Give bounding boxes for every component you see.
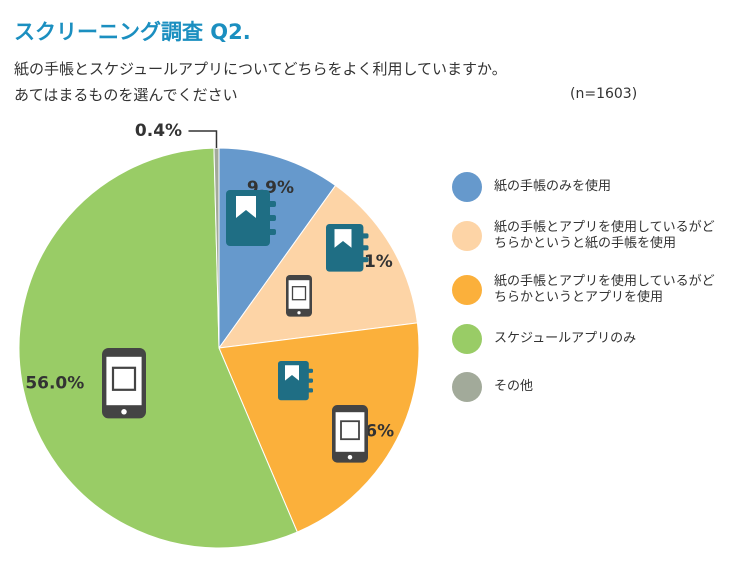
data-label: 0.4% (135, 121, 182, 141)
leader-line (188, 130, 218, 149)
legend-swatch (452, 372, 482, 402)
phone-calendar (291, 286, 307, 301)
phone-icon (286, 275, 312, 317)
phone-icon (102, 348, 146, 419)
phone-button (347, 454, 353, 460)
legend-label: スケジュールアプリのみ (494, 331, 637, 346)
phone-icon (332, 405, 368, 463)
phone-button (121, 409, 127, 415)
legend-item: 紙の手帳とアプリを使用しているがどちらかというと紙の手帳を使用 (452, 220, 724, 252)
phone-calendar (340, 420, 360, 441)
pie-slice (18, 147, 298, 549)
legend-item: その他 (452, 372, 724, 402)
notebook-ring (361, 233, 369, 239)
legend-swatch (452, 172, 482, 202)
notebook-icon (326, 224, 369, 272)
sample-note: (n=1603) (570, 86, 638, 102)
data-label: 56.0% (25, 374, 84, 394)
subtitle: あてはまるものを選んでください (14, 86, 238, 104)
chart-title: スクリーニング調査 Q2. (14, 20, 251, 44)
phone-calendar (111, 366, 137, 391)
pie-slice (217, 184, 418, 349)
legend-item: スケジュールアプリのみ (452, 324, 724, 354)
notebook-ring (307, 378, 313, 383)
notebook-ribbon (285, 365, 299, 381)
legend-label: 紙の手帳のみを使用 (494, 179, 612, 194)
subtitle: 紙の手帳とスケジュールアプリについてどちらをよく利用していますか。 (14, 60, 507, 78)
notebook-ring (268, 215, 276, 221)
notebook-ring (307, 388, 313, 393)
legend-label: 紙の手帳とアプリを使用しているがどちらかというとアプリを使用 (494, 274, 715, 305)
legend-swatch (452, 275, 482, 305)
notebook-icon (226, 190, 276, 246)
phone-screen (106, 356, 142, 406)
notebook-ring (361, 257, 369, 263)
notebook-ring (268, 201, 276, 207)
notebook-ring (268, 229, 276, 235)
legend-item: 紙の手帳のみを使用 (452, 172, 724, 202)
phone-button (297, 311, 301, 315)
legend-item: 紙の手帳とアプリを使用しているがどちらかというとアプリを使用 (452, 274, 724, 306)
legend-label: その他 (494, 379, 534, 394)
pie-slice (218, 322, 420, 533)
phone-screen (335, 412, 365, 452)
legend-swatch (452, 324, 482, 354)
notebook-ribbon (236, 196, 256, 218)
notebook-ring (361, 245, 369, 251)
legend-label: 紙の手帳とアプリを使用しているがどちらかというと紙の手帳を使用 (494, 220, 715, 251)
notebook-icon (278, 361, 313, 401)
phone-screen (288, 280, 310, 309)
notebook-ring (307, 368, 313, 373)
notebook-ribbon (334, 229, 352, 248)
legend-swatch (452, 221, 482, 251)
